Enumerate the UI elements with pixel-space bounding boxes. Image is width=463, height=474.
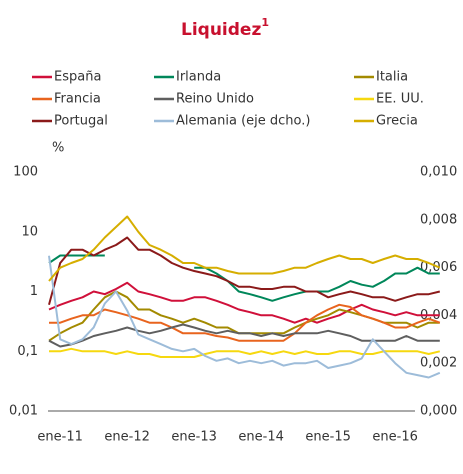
series-line — [49, 347, 441, 358]
legend-label: Reino Unido — [176, 92, 254, 107]
x-tick-label: ene-14 — [238, 430, 283, 445]
legend-label: Irlanda — [176, 70, 221, 85]
y-axis-label: % — [52, 141, 64, 156]
legend-label: Grecia — [376, 114, 418, 129]
y-tick-label: 100 — [13, 165, 38, 180]
title-text: Liquidez — [181, 20, 261, 40]
x-tick-label: ene-15 — [305, 430, 350, 445]
y-tick-label: 0,1 — [17, 344, 38, 359]
series-line — [48, 254, 440, 302]
x-tick-label: ene-16 — [372, 430, 417, 445]
series-line — [48, 323, 440, 348]
chart-title: Liquidez1 — [181, 16, 269, 40]
title-note: 1 — [261, 16, 269, 29]
y-tick-label: 0,01 — [9, 404, 38, 419]
series-line — [48, 215, 441, 282]
series-line — [48, 236, 441, 306]
y-tick-label: 10 — [21, 224, 38, 239]
x-tick-label: ene-11 — [37, 430, 82, 445]
x-tick-label: ene-13 — [171, 430, 216, 445]
x-tick-label: ene-12 — [104, 430, 149, 445]
legend-label: Francia — [54, 92, 101, 107]
series-line — [48, 281, 440, 324]
y2-tick-label: 0,000 — [420, 404, 457, 419]
legend-label: Portugal — [54, 114, 108, 129]
y2-tick-label: 0,008 — [420, 212, 457, 227]
series-line — [49, 303, 441, 342]
legend-label: Italia — [376, 70, 408, 85]
y-tick-label: 1 — [30, 284, 38, 299]
series-line — [48, 255, 441, 379]
y2-tick-label: 0,002 — [420, 356, 457, 371]
y2-tick-label: 0,010 — [420, 165, 457, 180]
legend-label: España — [54, 70, 101, 85]
legend-label: EE. UU. — [376, 92, 424, 107]
legend-label: Alemania (eje dcho.) — [176, 114, 310, 129]
